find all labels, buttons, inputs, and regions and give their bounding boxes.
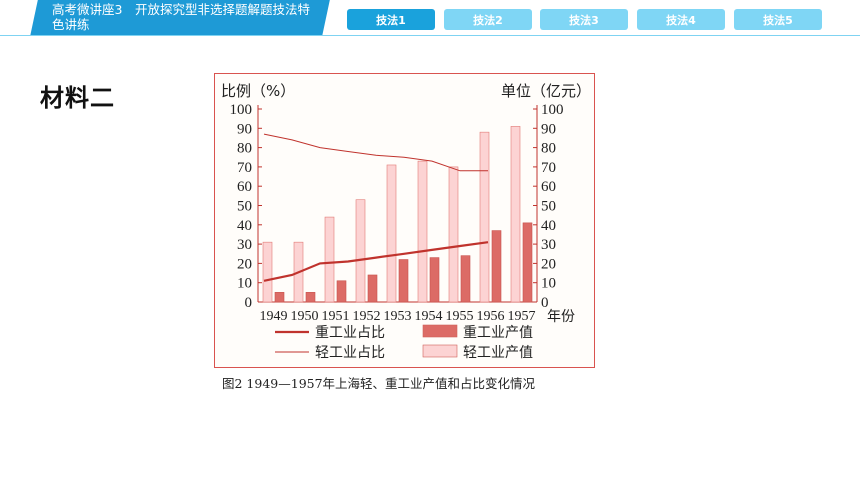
bar-light-industry [262,241,273,303]
bar-light-industry [448,166,459,303]
x-tick-label: 1952 [353,309,381,324]
figure-caption: 图2 1949—1957年上海轻、重工业产值和占比变化情况 [222,376,536,391]
y-tick-label-left: 80 [237,141,252,157]
y-tick-label-left: 20 [237,256,252,272]
y-tick-label-right: 80 [541,141,556,157]
x-tick-label: 1949 [260,309,288,324]
line-heavy-share [263,241,489,282]
y-tick-label-right: 0 [541,295,549,311]
bar-light-industry [355,199,366,303]
x-tick-label: 1951 [322,309,350,324]
header-title: 高考微讲座3 开放探究型非选择题解题技法特色讲练 [52,2,310,32]
x-tick-label: 1957 [508,309,536,324]
tab-technique-1[interactable]: 技法1 [347,9,435,30]
line-light-share [263,133,488,172]
y-tick-label-left: 10 [237,276,252,292]
y-tick-label-right: 30 [541,237,556,253]
y-tick-label-right: 20 [541,256,556,272]
bar-light-industry [479,131,490,303]
y-tick-label-right: 70 [541,160,556,176]
y-tick-label-left: 60 [237,179,252,195]
y-tick-label-left: 100 [230,102,253,118]
y-tick-label-left: 70 [237,160,252,176]
y-axis-label-left: 比例（%） [221,82,295,100]
bar-heavy-industry [274,292,285,303]
chart-frame: 0 0 10 10 20 20 30 30 40 40 50 50 60 60 70 70 80 80 90 90 10… [214,73,595,368]
section-title: 材料二 [40,84,115,112]
legend-label: 轻工业占比 [315,345,385,361]
bar-heavy-industry [367,274,378,303]
y-tick-label-right: 40 [541,218,556,234]
x-tick-label: 1956 [477,309,505,324]
tab-technique-3[interactable]: 技法3 [540,9,628,30]
y-axis-label-right: 单位（亿元） [501,82,591,100]
legend-swatch-bar [422,344,458,358]
y-tick-label-right: 50 [541,199,556,215]
chart: 0 0 10 10 20 20 30 30 40 40 50 50 60 60 70 70 80 80 90 90 10… [221,82,591,361]
y-tick-label-left: 30 [237,237,252,253]
bar-heavy-industry [305,292,316,303]
bar-heavy-industry [460,255,471,303]
chart-axes [257,105,538,303]
y-tick-label-left: 40 [237,218,252,234]
x-tick-label: 1955 [446,309,474,324]
x-axis-label: 年份 [547,309,575,325]
bar-heavy-industry [398,259,409,303]
header-divider [0,35,860,36]
legend-label: 轻工业产值 [463,345,533,361]
y-tick-label-left: 90 [237,121,252,137]
legend-swatch-bar [422,324,458,338]
y-tick-label-right: 100 [541,102,564,118]
bar-light-industry [386,164,397,303]
bar-light-industry [510,126,521,303]
y-tick-label-left: 50 [237,199,252,215]
legend-label: 重工业占比 [315,325,385,341]
chart-bars [262,126,533,303]
bar-heavy-industry [522,222,533,303]
y-tick-label-right: 90 [541,121,556,137]
bar-heavy-industry [429,257,440,303]
bar-heavy-industry [491,230,502,303]
y-tick-label-right: 60 [541,179,556,195]
x-tick-label: 1953 [384,309,412,324]
chart-labels: 0 0 10 10 20 20 30 30 40 40 50 50 60 60 70 70 80 80 90 90 10… [221,82,591,325]
x-tick-label: 1950 [291,309,319,324]
x-tick-label: 1954 [415,309,443,324]
tab-technique-2[interactable]: 技法2 [444,9,532,30]
bar-light-industry [417,160,428,303]
bar-heavy-industry [336,280,347,303]
y-tick-label-right: 10 [541,276,556,292]
chart-lines [263,133,489,282]
bar-light-industry [324,216,335,303]
legend-label: 重工业产值 [463,325,533,341]
y-tick-label-left: 0 [245,295,253,311]
tab-technique-5[interactable]: 技法5 [734,9,822,30]
tab-technique-4[interactable]: 技法4 [637,9,725,30]
